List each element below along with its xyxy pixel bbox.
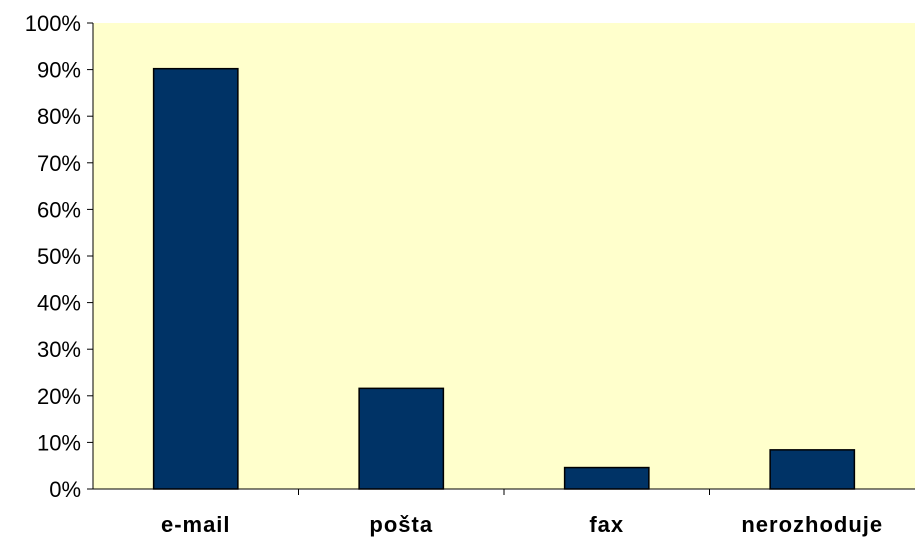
category-label: nerozhoduje — [741, 512, 883, 537]
bar-fax — [563, 466, 650, 490]
y-tick-label: 60% — [37, 197, 81, 222]
y-tick-label: 40% — [37, 291, 81, 316]
y-tick-label: 100% — [25, 11, 81, 36]
y-tick-label: 10% — [37, 430, 81, 455]
bar-e-mail — [152, 67, 239, 490]
y-tick-label: 80% — [37, 104, 81, 129]
category-label: pošta — [369, 512, 433, 537]
x-axis-ticks — [298, 489, 710, 495]
bars — [152, 67, 856, 490]
y-tick-label: 0% — [49, 477, 81, 502]
category-label: fax — [589, 512, 624, 537]
y-axis-ticks — [87, 22, 93, 490]
y-tick-label: 20% — [37, 384, 81, 409]
bar-nerozhoduje — [769, 449, 856, 490]
y-axis-labels: 0% 10% 20% 30% 40% 50% 60% 70% 80% 90% 100% — [25, 11, 81, 502]
y-tick-label: 90% — [37, 58, 81, 83]
y-tick-label: 30% — [37, 337, 81, 362]
y-tick-label: 50% — [37, 244, 81, 269]
category-label: e-mail — [161, 512, 231, 537]
x-axis-labels: e-mail pošta fax nerozhoduje — [161, 512, 883, 537]
bar-pošta — [358, 387, 445, 490]
y-tick-label: 70% — [37, 151, 81, 176]
